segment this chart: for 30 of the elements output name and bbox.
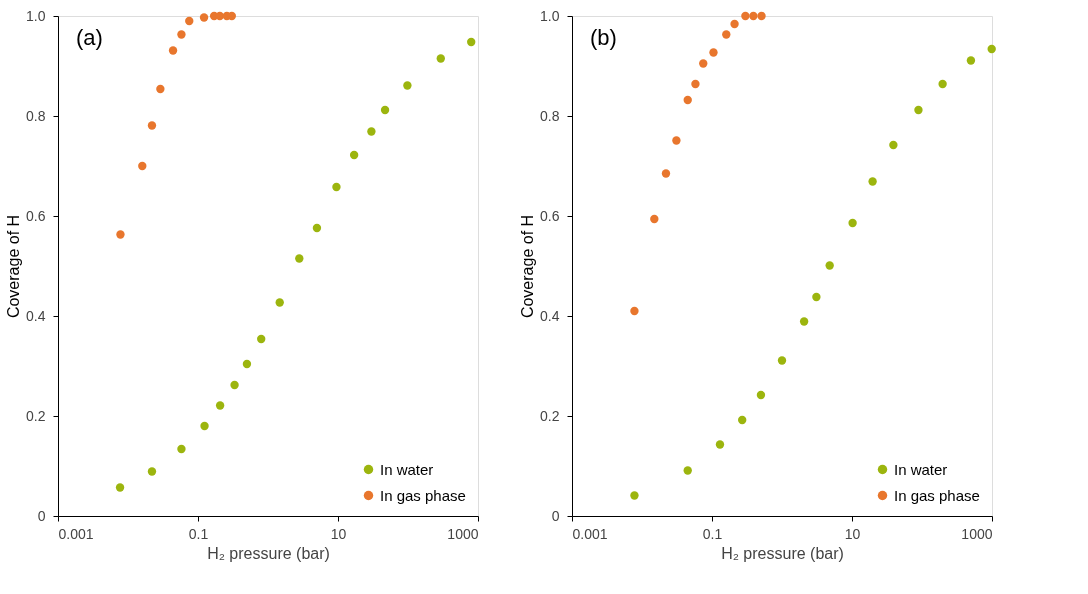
- y-tick-label: 0.2: [540, 407, 560, 424]
- x-axis-title: H₂ pressure (bar): [721, 544, 844, 562]
- y-tick-label: 0.6: [540, 207, 560, 224]
- x-tick-label: 1000: [961, 525, 993, 542]
- x-tick-label: 1000: [447, 525, 479, 542]
- y-tick-label: 0.8: [26, 107, 46, 124]
- legend-label: In water: [894, 460, 948, 478]
- legend-label: In gas phase: [380, 486, 466, 504]
- x-tick-label: 0.001: [58, 525, 94, 542]
- x-tick-label: 10: [330, 525, 347, 542]
- y-tick-label: 0.2: [26, 407, 46, 424]
- y-tick-label: 1.0: [540, 7, 560, 24]
- y-tick-label: 1.0: [26, 7, 46, 24]
- y-tick-label: 0: [37, 507, 46, 524]
- x-axis-title: H₂ pressure (bar): [207, 544, 330, 562]
- y-tick-label: 0.8: [540, 107, 560, 124]
- y-tick-label: 0.4: [26, 307, 46, 324]
- legend-label: In water: [380, 460, 434, 478]
- annotation: (a): [76, 25, 103, 50]
- y-tick-label: 0.4: [540, 307, 560, 324]
- annotation: (b): [590, 25, 617, 50]
- legend-label: In gas phase: [894, 486, 980, 504]
- x-tick-label: 0.1: [188, 525, 209, 542]
- y-axis-title: Coverage of H: [519, 214, 537, 319]
- y-tick-label: 0.6: [26, 207, 46, 224]
- y-tick-label: 0: [551, 507, 560, 524]
- x-tick-label: 0.001: [572, 525, 608, 542]
- x-tick-label: 0.1: [702, 525, 723, 542]
- y-axis-title: Coverage of H: [5, 214, 23, 319]
- x-tick-label: 10: [844, 525, 861, 542]
